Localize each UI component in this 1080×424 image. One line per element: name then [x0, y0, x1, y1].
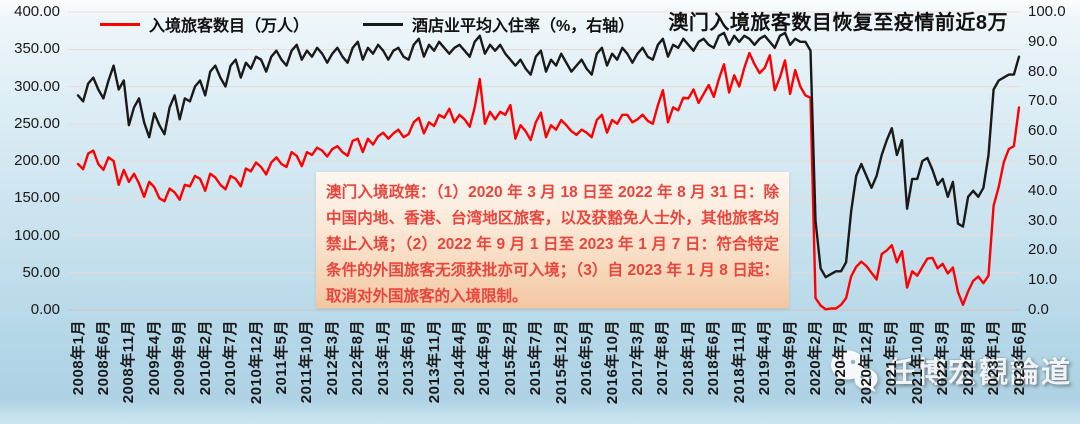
watermark: 任博宏觀論道 [828, 348, 1072, 392]
x-axis-label: 2023年6月 [1010, 320, 1028, 396]
x-axis-label: 2017年8月 [654, 320, 672, 396]
x-axis-label: 2009年4月 [145, 320, 163, 396]
x-axis-label: 2022年3月 [934, 320, 952, 396]
chart-title: 澳门入境旅客数目恢复至疫情前近8万 [668, 12, 1008, 34]
x-axis-label: 2020年7月 [832, 320, 850, 396]
y-axis-left-label: 200.00 [14, 152, 60, 169]
x-axis-label: 2018年11月 [730, 320, 748, 404]
x-axis-label: 2013年6月 [400, 320, 418, 396]
x-axis-label: 2011年10月 [298, 320, 316, 404]
y-axis-right-label: 90.0 [1028, 32, 1058, 50]
y-axis-left-label: 300.00 [14, 77, 60, 95]
x-axis-label: 2010年12月 [247, 320, 265, 405]
x-axis-label: 2013年1月 [374, 320, 392, 396]
x-axis-label: 2008年11月 [120, 320, 138, 404]
y-axis-right-label: 40.0 [1028, 181, 1058, 199]
x-axis-label: 2015年2月 [501, 320, 519, 396]
y-axis-right-label: 70.0 [1028, 92, 1058, 110]
x-axis-label: 2021年5月 [883, 320, 901, 396]
y-axis-left-label: 150.00 [14, 189, 60, 207]
x-axis-label: 2020年12月 [857, 320, 875, 405]
x-axis-label: 2010年2月 [196, 320, 214, 396]
x-axis-label: 2012年3月 [323, 320, 341, 396]
y-axis-right-label: 60.0 [1028, 122, 1058, 140]
y-axis-left-label: 350.00 [14, 40, 60, 58]
visitors-line [76, 51, 1021, 311]
y-axis-right-label: 30.0 [1028, 211, 1058, 229]
x-axis-label: 2016年10月 [603, 320, 621, 405]
x-axis-label: 2017年3月 [629, 320, 646, 396]
x-axis-label: 2015年7月 [527, 320, 545, 396]
x-axis-label: 2010年7月 [222, 320, 240, 396]
y-axis-left-label: 100.00 [14, 226, 60, 244]
y-axis-left-label: 250.00 [14, 114, 60, 132]
x-axis-label: 2022年8月 [959, 320, 977, 396]
y-axis-left-label: 0.00 [30, 301, 60, 318]
watermark-label: 任博宏觀論道 [886, 357, 1073, 389]
x-axis-label: 2014年4月 [450, 320, 468, 396]
legend-label-occupancy: 酒店业平均入住率（%，右轴） [412, 18, 635, 35]
x-axis-label: 2016年5月 [578, 320, 596, 396]
y-axis-right-label: 50.0 [1028, 152, 1058, 169]
y-axis-right-label: 10.0 [1028, 271, 1058, 289]
wechat-icon [831, 350, 878, 392]
x-axis-label: 2009年9月 [171, 320, 189, 396]
y-axis-right-label: 0.0 [1028, 301, 1049, 318]
policy-annotation-box: 澳门入境政策：（1）2020 年 3 月 18 日至 2022 年 8 月 31… [316, 172, 789, 308]
x-axis-label: 2014年9月 [476, 320, 494, 396]
x-axis-label: 2018年6月 [705, 320, 723, 396]
legend: 入境旅客数目（万人） 酒店业平均入住率（%，右轴） [100, 12, 634, 36]
legend-label-visitors: 入境旅客数目（万人） [149, 18, 310, 35]
x-axis-label: 2020年2月 [807, 320, 825, 396]
y-axis-left-label: 50.00 [22, 263, 60, 281]
x-axis-label: 2015年12月 [552, 320, 570, 405]
x-axis-label: 2008年6月 [94, 320, 112, 396]
x-axis-label: 2008年1月 [69, 320, 87, 396]
x-axis-label: 2021年10月 [908, 320, 926, 405]
x-axis-label: 2012年8月 [349, 320, 367, 396]
x-axis-label: 2013年11月 [425, 320, 443, 404]
y-axis-left-label: 400.00 [14, 3, 60, 20]
y-axis-right-label: 20.0 [1028, 241, 1058, 259]
x-axis-label: 2011年5月 [272, 320, 290, 395]
y-axis-right-label: 80.0 [1028, 62, 1058, 80]
x-axis-label: 2019年4月 [756, 320, 774, 396]
visitors-line-swatch [100, 22, 140, 26]
x-axis-label: 2023年1月 [985, 320, 1003, 396]
x-axis-label: 2018年1月 [679, 320, 697, 396]
occupancy-line [76, 31, 1021, 279]
y-axis-right-label: 100.0 [1028, 3, 1066, 20]
occupancy-line-swatch [363, 22, 404, 26]
x-axis-label: 2019年9月 [781, 320, 799, 396]
